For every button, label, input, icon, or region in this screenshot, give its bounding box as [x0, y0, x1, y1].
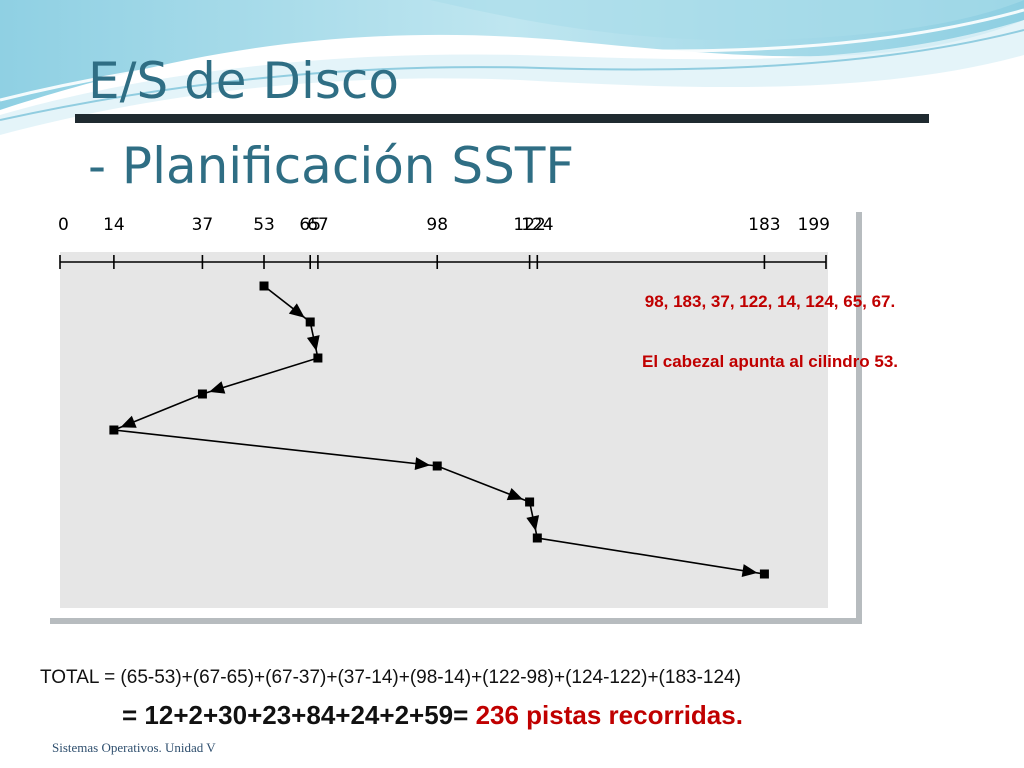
- total-formula: = (65-53)+(67-65)+(67-37)+(37-14)+(98-14…: [104, 667, 741, 688]
- diagram-background: [60, 252, 828, 608]
- axis-tick-label: 199: [798, 215, 830, 235]
- axis-tick-label: 183: [748, 215, 780, 235]
- direction-arrow: [306, 335, 320, 352]
- footer-text: Sistemas Operativos. Unidad V: [52, 740, 216, 755]
- request-queue-text: 98, 183, 37, 122, 14, 124, 65, 67.: [644, 292, 896, 311]
- visit-point: [197, 389, 207, 399]
- axis-tick-label: 65: [299, 215, 321, 235]
- slide-title-line-1: E/S de Disco: [88, 52, 399, 110]
- visit-point: [525, 497, 535, 507]
- direction-arrow: [741, 564, 758, 577]
- visit-point: [259, 281, 269, 291]
- axis-tick-label: 53: [253, 215, 275, 235]
- direction-arrow: [120, 415, 137, 428]
- axis-tick-label: 124: [521, 215, 553, 235]
- total-label: TOTAL: [40, 667, 99, 688]
- visit-point: [109, 425, 119, 435]
- axis-tick-label: 122: [513, 215, 545, 235]
- visit-point: [305, 317, 315, 327]
- direction-arrow: [506, 487, 524, 501]
- result-line: = 12+2+30+23+84+24+2+59= 236 pistas reco…: [122, 700, 743, 731]
- visit-point: [759, 569, 769, 579]
- axis-tick-label: 0: [58, 215, 69, 235]
- result-value: 236 pistas recorridas.: [475, 700, 743, 730]
- axis-tick-label: 14: [103, 215, 125, 235]
- visit-point: [432, 461, 442, 471]
- result-sum: = 12+2+30+23+84+24+2+59=: [122, 700, 469, 730]
- head-position-note: El cabezal apunta al cilindro 53.: [641, 352, 899, 371]
- visit-point: [532, 533, 542, 543]
- slide-title-line-2: - Planificación SSTF: [88, 137, 575, 195]
- direction-arrow: [209, 381, 226, 394]
- direction-arrow: [414, 457, 431, 471]
- head-path: [109, 281, 769, 579]
- visit-point: [313, 353, 323, 363]
- direction-arrow: [526, 515, 540, 532]
- axis-tick-label: 37: [192, 215, 214, 235]
- axis-tick-label: 98: [426, 215, 448, 235]
- axis-tick-label: 67: [307, 215, 329, 235]
- total-expression: TOTAL = (65-53)+(67-65)+(67-37)+(37-14)+…: [40, 667, 741, 689]
- direction-arrow: [288, 303, 305, 318]
- title-underline: [75, 114, 929, 123]
